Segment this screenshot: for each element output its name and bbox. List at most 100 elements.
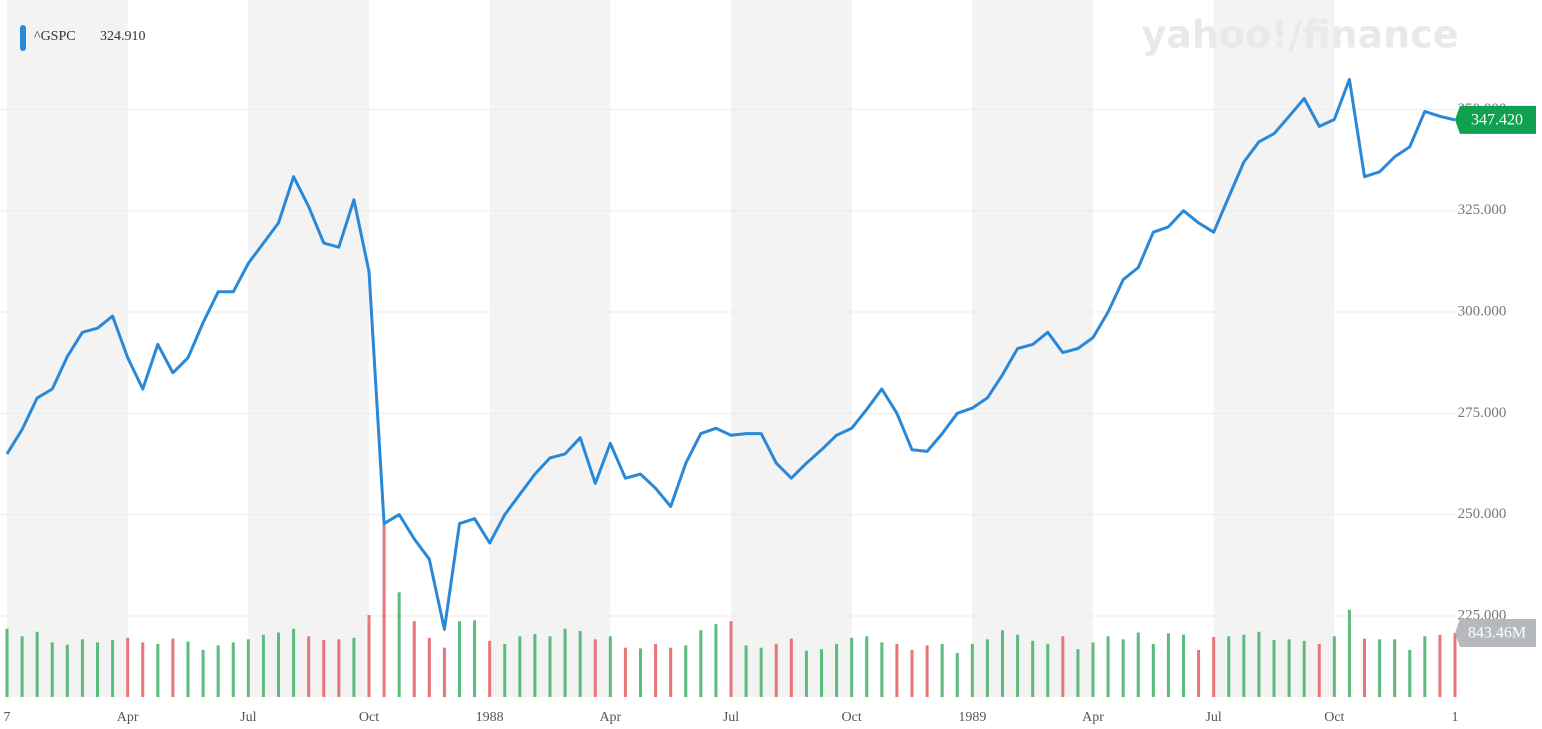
volume-bar [80,639,84,697]
line-layer [5,77,1456,631]
x-tick-label: Oct [1324,710,1344,725]
volume-bar [1302,640,1306,697]
period-shade [7,0,128,697]
volume-bar [442,647,446,697]
volume-bar [669,647,673,697]
volume-bar [518,636,522,697]
volume-bar [5,628,9,697]
volume-bar [804,650,808,697]
volume-bar [729,621,733,697]
volume-bar [744,645,748,697]
x-tick-label: 1989 [958,710,986,725]
volume-bar [96,642,99,697]
volume-bar [1332,636,1336,697]
volume-bar [458,621,461,697]
volume-bar [488,640,492,697]
volume-bar [261,634,265,697]
volume-bar [835,643,839,697]
volume-bar [1393,639,1397,697]
volume-bar [699,630,703,697]
x-tick-label: Oct [359,710,379,725]
legend-swatch [20,25,26,51]
volume-bar [156,643,160,697]
volume-bar [533,634,537,697]
volume-bar [397,592,401,697]
volume-bar [292,628,296,697]
volume-bar [246,639,250,697]
x-tick-label: 1988 [476,710,504,725]
volume-bar [1197,649,1201,697]
volume-tag-label: 843.46M [1468,625,1526,642]
x-tick-label: 1 [1452,710,1459,725]
period-shade [731,0,852,697]
volume-bar [1272,640,1276,697]
volume-bar [1317,643,1321,697]
volume-bar [35,631,39,697]
volume-bar [850,637,854,697]
volume-bar [970,643,974,697]
period-shade [1213,0,1335,697]
volume-bar [1408,649,1412,697]
volume-bar [623,647,627,697]
volume-bar [201,649,205,697]
volume-bar [955,652,959,697]
x-tick-label: Oct [842,710,862,725]
volume-bar [714,624,718,697]
volume-bar [639,648,642,697]
volume-bar [20,636,24,697]
volume-bar [473,620,477,697]
volume-bar [307,636,311,697]
volume-bar [548,636,552,697]
volume-bar [141,642,145,697]
volume-bar [1227,636,1231,697]
volume-bar [910,649,914,697]
volume-bar [1136,632,1140,697]
x-tick-label: Jul [240,710,256,725]
volume-bar [1182,634,1185,697]
volume-bar [1378,639,1382,697]
volume-bar [1166,633,1170,697]
y-tick-label: 250.000 [1458,506,1507,522]
volume-bar [322,640,326,697]
volume-bar [789,638,793,697]
volume-bar [352,637,356,697]
volume-layer [5,520,1457,697]
volume-bar [774,643,778,697]
volume-bar [820,649,823,697]
x-tick-label: Jul [1205,710,1221,725]
period-shade [248,0,369,697]
volume-bar [216,645,220,697]
volume-bar [111,640,115,697]
volume-bar [1212,637,1216,697]
volume-bar [1347,609,1351,697]
volume-bar [759,647,763,697]
y-tick-label: 325.000 [1458,202,1507,218]
price-tag-label: 347.420 [1471,112,1523,129]
volume-bar [684,645,688,697]
x-tick-label: Apr [117,710,139,725]
volume-bar [231,642,235,697]
price-line [5,77,1456,631]
grid-layer [0,108,1455,617]
volume-bar [427,637,431,697]
volume-bar [1423,636,1427,697]
volume-bar [1001,630,1004,697]
watermark: yahoo!/finance [1141,13,1458,57]
volume-bar [1242,634,1246,697]
volume-bar [563,628,567,697]
x-tick-label: 7 [4,710,11,725]
volume-bar [412,621,416,697]
volume-bar [171,638,175,697]
volume-bar [654,643,658,697]
volume-bar [1363,638,1366,697]
volume-bar [367,615,371,697]
y-tick-label: 300.000 [1458,303,1507,319]
volume-bar [1151,643,1155,697]
volume-bar [608,636,612,697]
volume-bar [126,637,130,697]
volume-bar [1257,631,1261,697]
volume-bar [895,643,899,697]
volume-bar [50,642,54,697]
